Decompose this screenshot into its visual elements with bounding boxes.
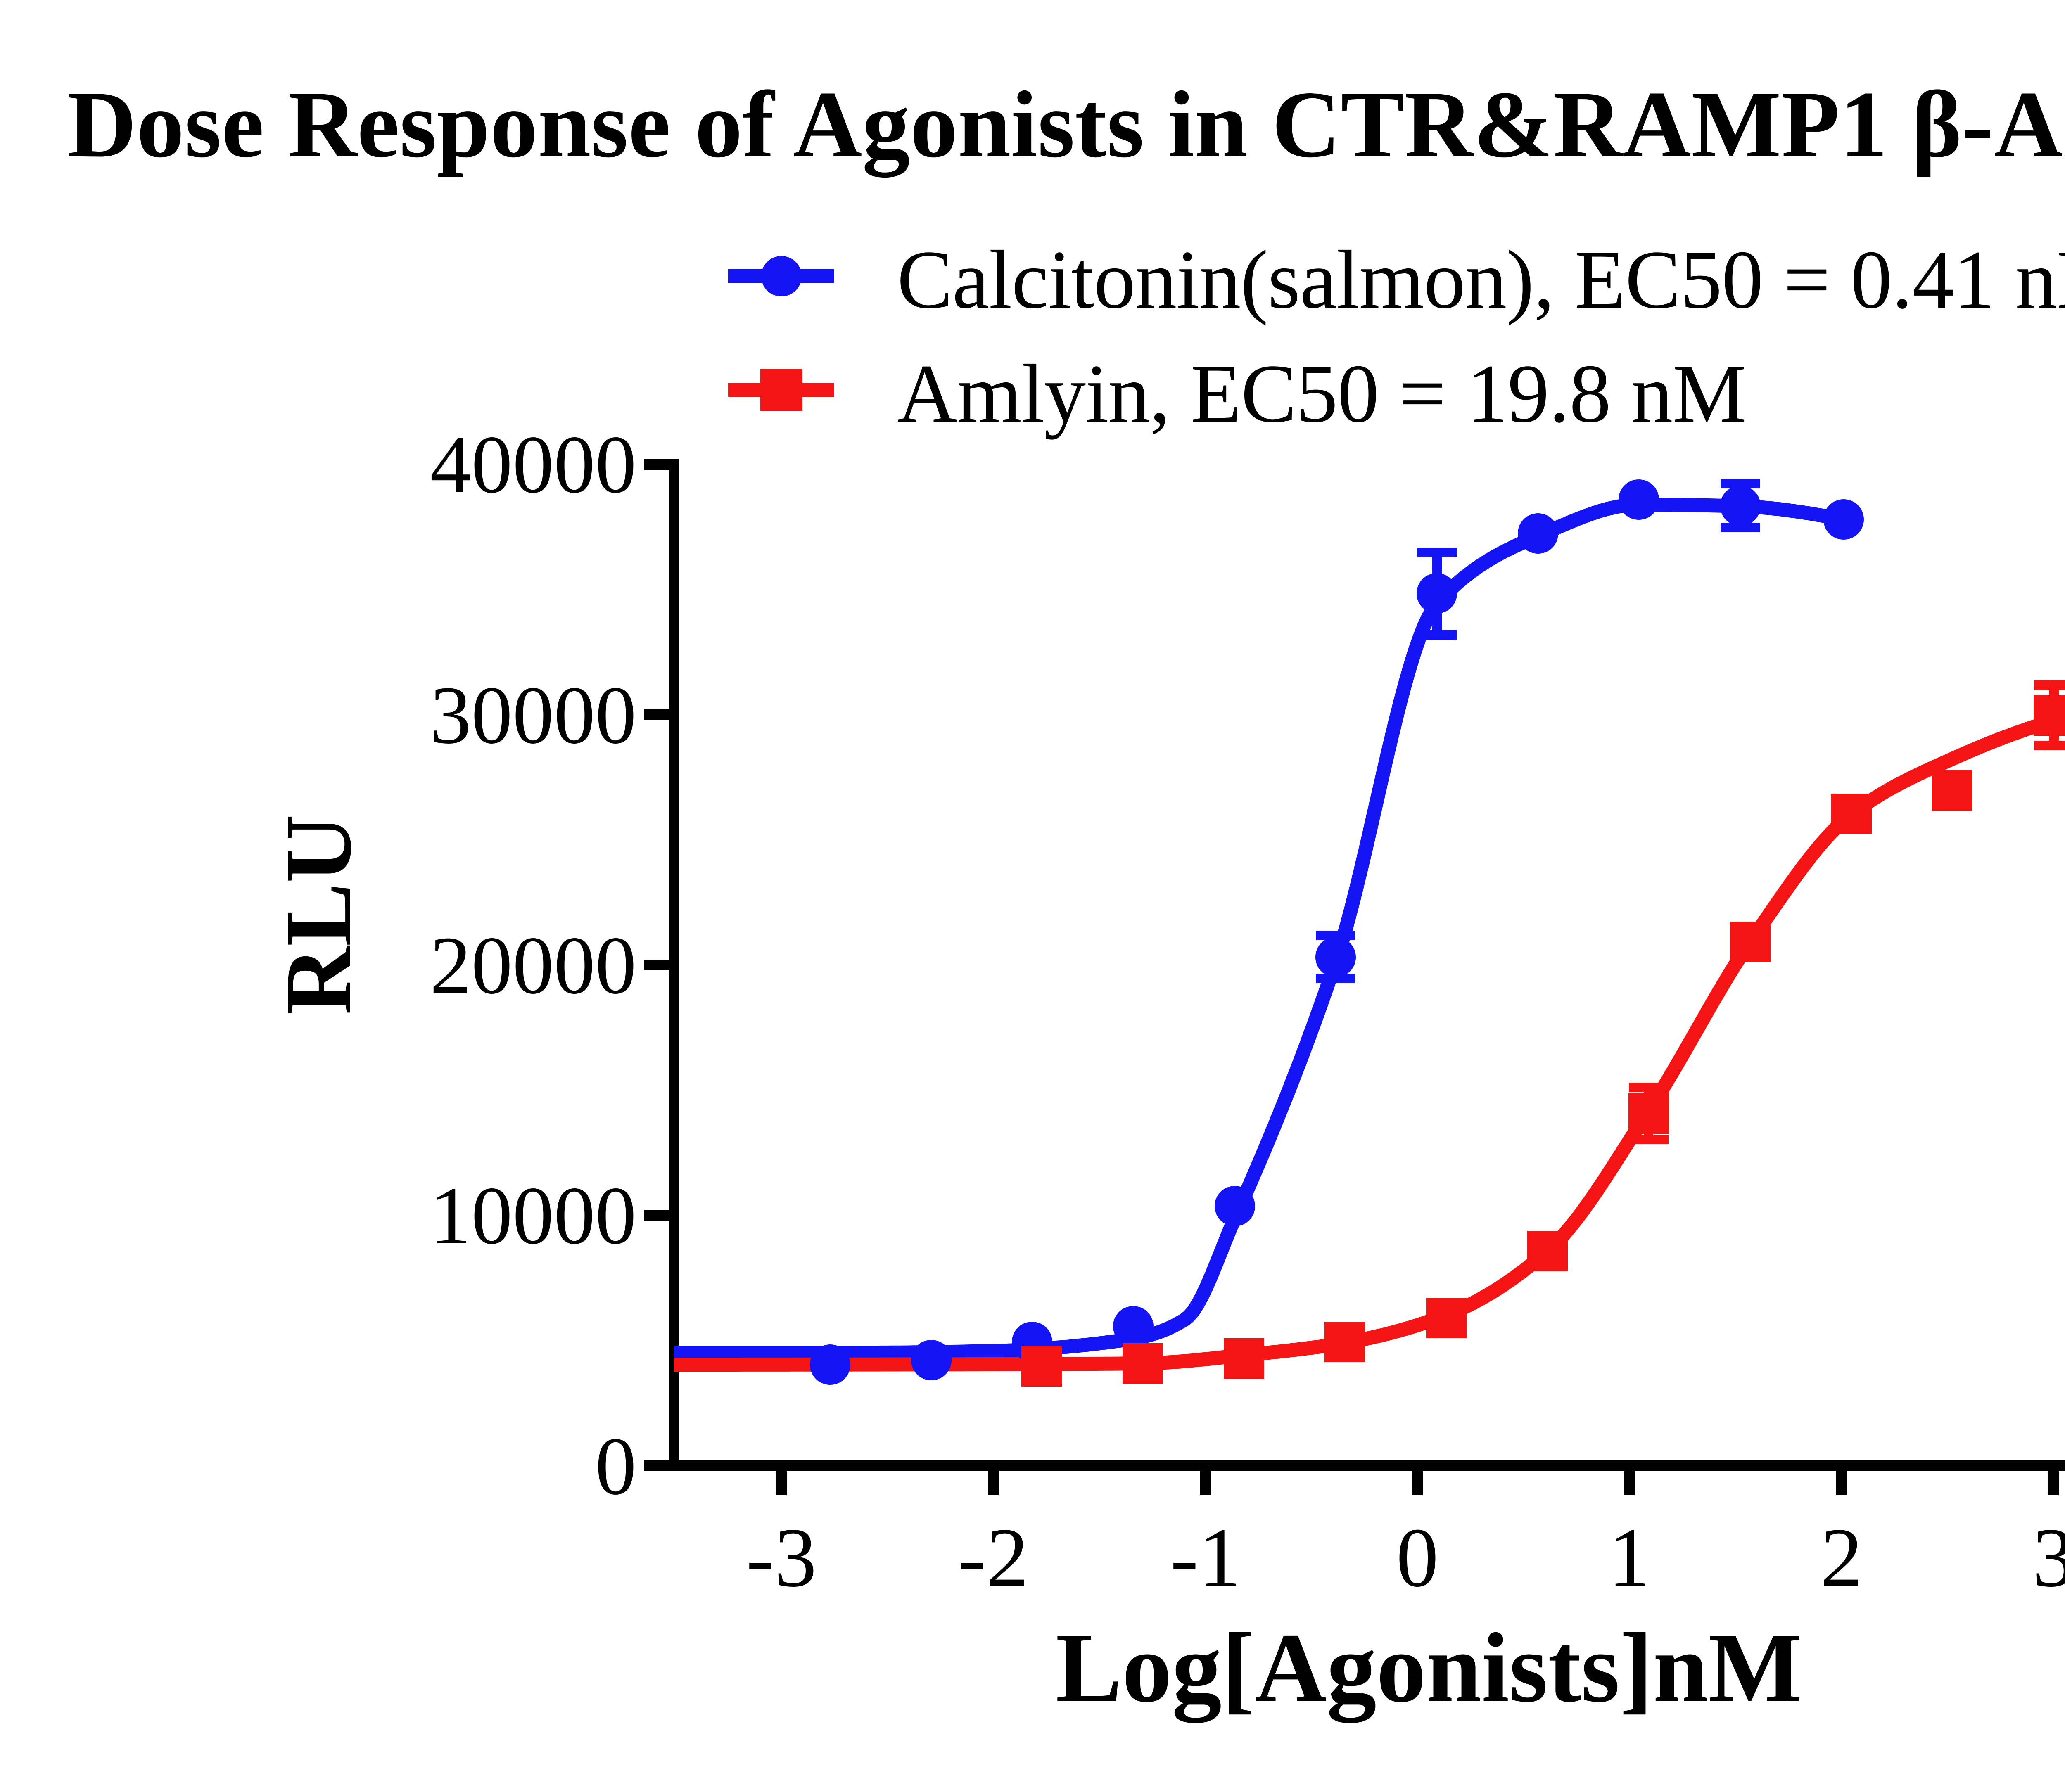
svg-text:30000: 30000	[430, 670, 636, 761]
svg-text:0: 0	[1396, 1511, 1439, 1605]
svg-text:-2: -2	[958, 1511, 1029, 1605]
svg-text:Dose Response of Agonists in C: Dose Response of Agonists in CTR&RAMP1 β…	[68, 71, 2065, 178]
svg-text:1: 1	[1608, 1511, 1651, 1605]
svg-text:10000: 10000	[430, 1170, 636, 1261]
svg-text:3: 3	[2032, 1511, 2065, 1605]
svg-text:-3: -3	[746, 1511, 817, 1605]
svg-text:Log[Agonists]nM: Log[Agonists]nM	[1056, 1613, 1802, 1723]
svg-text:Amlyin, EC50 = 19.8 nM: Amlyin, EC50 = 19.8 nM	[897, 347, 1746, 440]
svg-text:2: 2	[1821, 1511, 1863, 1605]
svg-text:20000: 20000	[430, 920, 636, 1011]
svg-text:-1: -1	[1170, 1511, 1241, 1605]
svg-text:0: 0	[595, 1421, 636, 1512]
svg-text:Calcitonin(salmon), EC50 = 0.4: Calcitonin(salmon), EC50 = 0.41 nM	[897, 233, 2065, 326]
svg-text:RLU: RLU	[266, 814, 371, 1015]
svg-text:40000: 40000	[430, 419, 636, 510]
